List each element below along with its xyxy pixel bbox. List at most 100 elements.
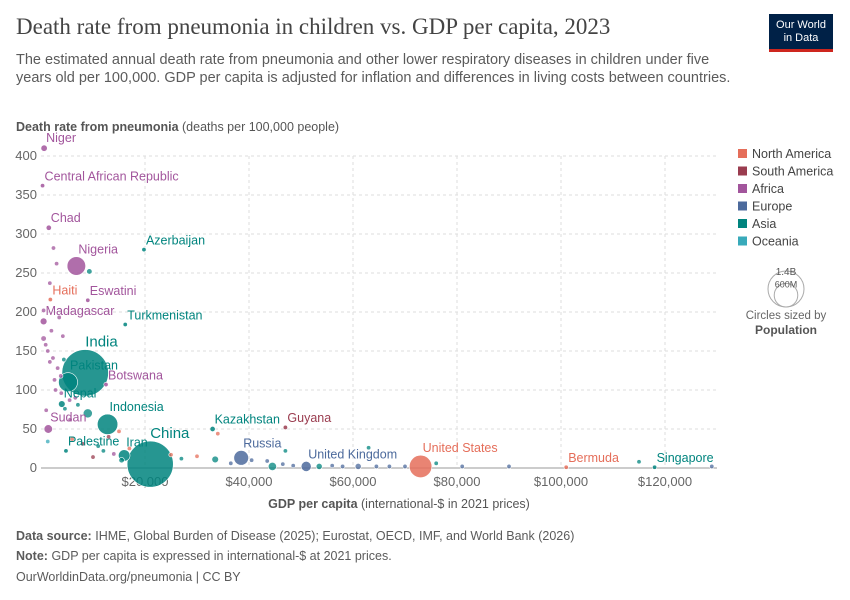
size-legend-caption-bold: Population — [755, 323, 817, 337]
scatter-point — [40, 335, 47, 342]
y-tick-label: 0 — [30, 460, 37, 475]
scatter-point — [67, 397, 73, 403]
footer-note: Note: GDP per capita is expressed in int… — [16, 549, 392, 563]
scatter-point — [282, 448, 288, 454]
scatter-point — [45, 348, 51, 354]
chart-title: Death rate from pneumonia in children vs… — [16, 14, 611, 39]
point-label-sudan: Sudan — [50, 411, 86, 425]
point-label-united-kingdom: United Kingdom — [308, 447, 397, 461]
scatter-point — [58, 390, 64, 396]
scatter-point — [56, 314, 62, 320]
scatter-point — [211, 455, 219, 464]
y-axis-title: Death rate from pneumonia (deaths per 10… — [16, 120, 339, 134]
scatter-point — [45, 438, 51, 444]
point-label-botswana: Botswana — [108, 368, 163, 382]
legend-item-asia: Asia — [752, 217, 776, 231]
owid-logo[interactable]: Our World in Data — [769, 14, 833, 52]
point-label-turkmenistan: Turkmenistan — [127, 308, 202, 322]
legend-item-africa: Africa — [752, 182, 784, 196]
scatter-point — [53, 387, 59, 393]
scatter-point-singapore — [652, 464, 658, 470]
scatter-point-kazakhstan — [209, 426, 216, 432]
point-label-singapore: Singapore — [657, 451, 714, 465]
point-label-nepal: Nepal — [64, 387, 97, 401]
scatter-point — [459, 463, 465, 469]
legend-swatch — [738, 149, 747, 158]
scatter-point-nepal — [58, 400, 66, 408]
scatter-point-azerbaijan — [141, 247, 147, 253]
scatter-point — [82, 408, 93, 419]
chart-subtitle: The estimated annual death rate from pne… — [16, 52, 731, 86]
scatter-point — [50, 245, 56, 251]
scatter-point — [54, 261, 60, 267]
point-label-guyana: Guyana — [287, 411, 331, 425]
scatter-point — [118, 457, 125, 464]
scatter-point-sudan — [43, 424, 53, 434]
scatter-point — [95, 443, 101, 449]
logo-line-2: in Data — [783, 32, 819, 44]
scatter-point — [249, 457, 255, 463]
y-tick-label: 100 — [15, 382, 37, 397]
point-label-palestine: Palestine — [68, 435, 119, 449]
note-text: GDP per capita is expressed in internati… — [51, 549, 392, 563]
x-tick-label: $100,000 — [534, 474, 588, 489]
scatter-point — [100, 448, 106, 454]
note-label: Note: — [16, 549, 48, 563]
scatter-point-madagascar — [39, 317, 48, 326]
scatter-point — [340, 463, 346, 469]
scatter-point-central-african-republic — [40, 183, 46, 189]
scatter-point-pakistan — [58, 372, 78, 393]
source-text[interactable]: IHME, Global Burden of Disease (2025); E… — [95, 529, 575, 543]
legend-item-europe: Europe — [752, 200, 792, 214]
scatter-point — [194, 453, 200, 459]
point-label-united-states: United States — [423, 441, 498, 455]
scatter-point — [60, 333, 66, 339]
scatter-point-eswatini — [85, 297, 91, 303]
scatter-point — [267, 462, 277, 471]
scatter-point — [48, 328, 54, 334]
scatter-point — [43, 342, 49, 348]
footer-source: Data source: IHME, Global Burden of Dise… — [16, 529, 574, 543]
scatter-point-china — [126, 440, 174, 488]
y-tick-label: 150 — [15, 343, 37, 358]
scatter-point-guyana — [282, 424, 288, 430]
scatter-point — [90, 454, 96, 460]
scatter-point — [72, 395, 78, 401]
point-label-iran: Iran — [126, 436, 148, 450]
legend-item-south-america: South America — [752, 165, 833, 179]
scatter-point — [280, 461, 286, 467]
scatter-point — [366, 445, 372, 451]
y-tick-label: 200 — [15, 304, 37, 319]
scatter-point — [47, 280, 53, 286]
scatter-point — [264, 458, 270, 464]
y-tick-label: 50 — [23, 421, 37, 436]
scatter-point — [354, 463, 362, 470]
point-label-russia: Russia — [243, 436, 281, 450]
scatter-point — [106, 434, 112, 440]
y-tick-label: 300 — [15, 226, 37, 241]
scatter-point — [402, 463, 408, 469]
scatter-point-nigeria — [66, 256, 86, 276]
y-tick-label: 250 — [15, 265, 37, 280]
point-label-haiti: Haiti — [52, 283, 77, 297]
point-label-china: China — [150, 425, 190, 442]
scatter-point — [709, 463, 715, 469]
scatter-point — [126, 445, 132, 451]
scatter-point — [329, 463, 335, 469]
scatter-point — [50, 355, 56, 361]
footer-credit[interactable]: OurWorldinData.org/pneumonia | CC BY — [16, 570, 241, 584]
scatter-point — [373, 463, 379, 469]
scatter-point — [636, 459, 642, 465]
point-label-azerbaijan: Azerbaijan — [146, 233, 205, 247]
x-tick-label: $120,000 — [638, 474, 692, 489]
scatter-point-haiti — [47, 297, 53, 303]
scatter-point-russia — [233, 450, 249, 466]
scatter-point-indonesia — [97, 413, 119, 435]
scatter-point — [116, 428, 122, 434]
y-tick-label: 350 — [15, 187, 37, 202]
legend-item-oceania: Oceania — [752, 235, 799, 249]
scatter-point — [43, 407, 49, 413]
x-tick-label: $60,000 — [330, 474, 377, 489]
point-label-pakistan: Pakistan — [70, 359, 118, 373]
scatter-point — [111, 451, 117, 457]
